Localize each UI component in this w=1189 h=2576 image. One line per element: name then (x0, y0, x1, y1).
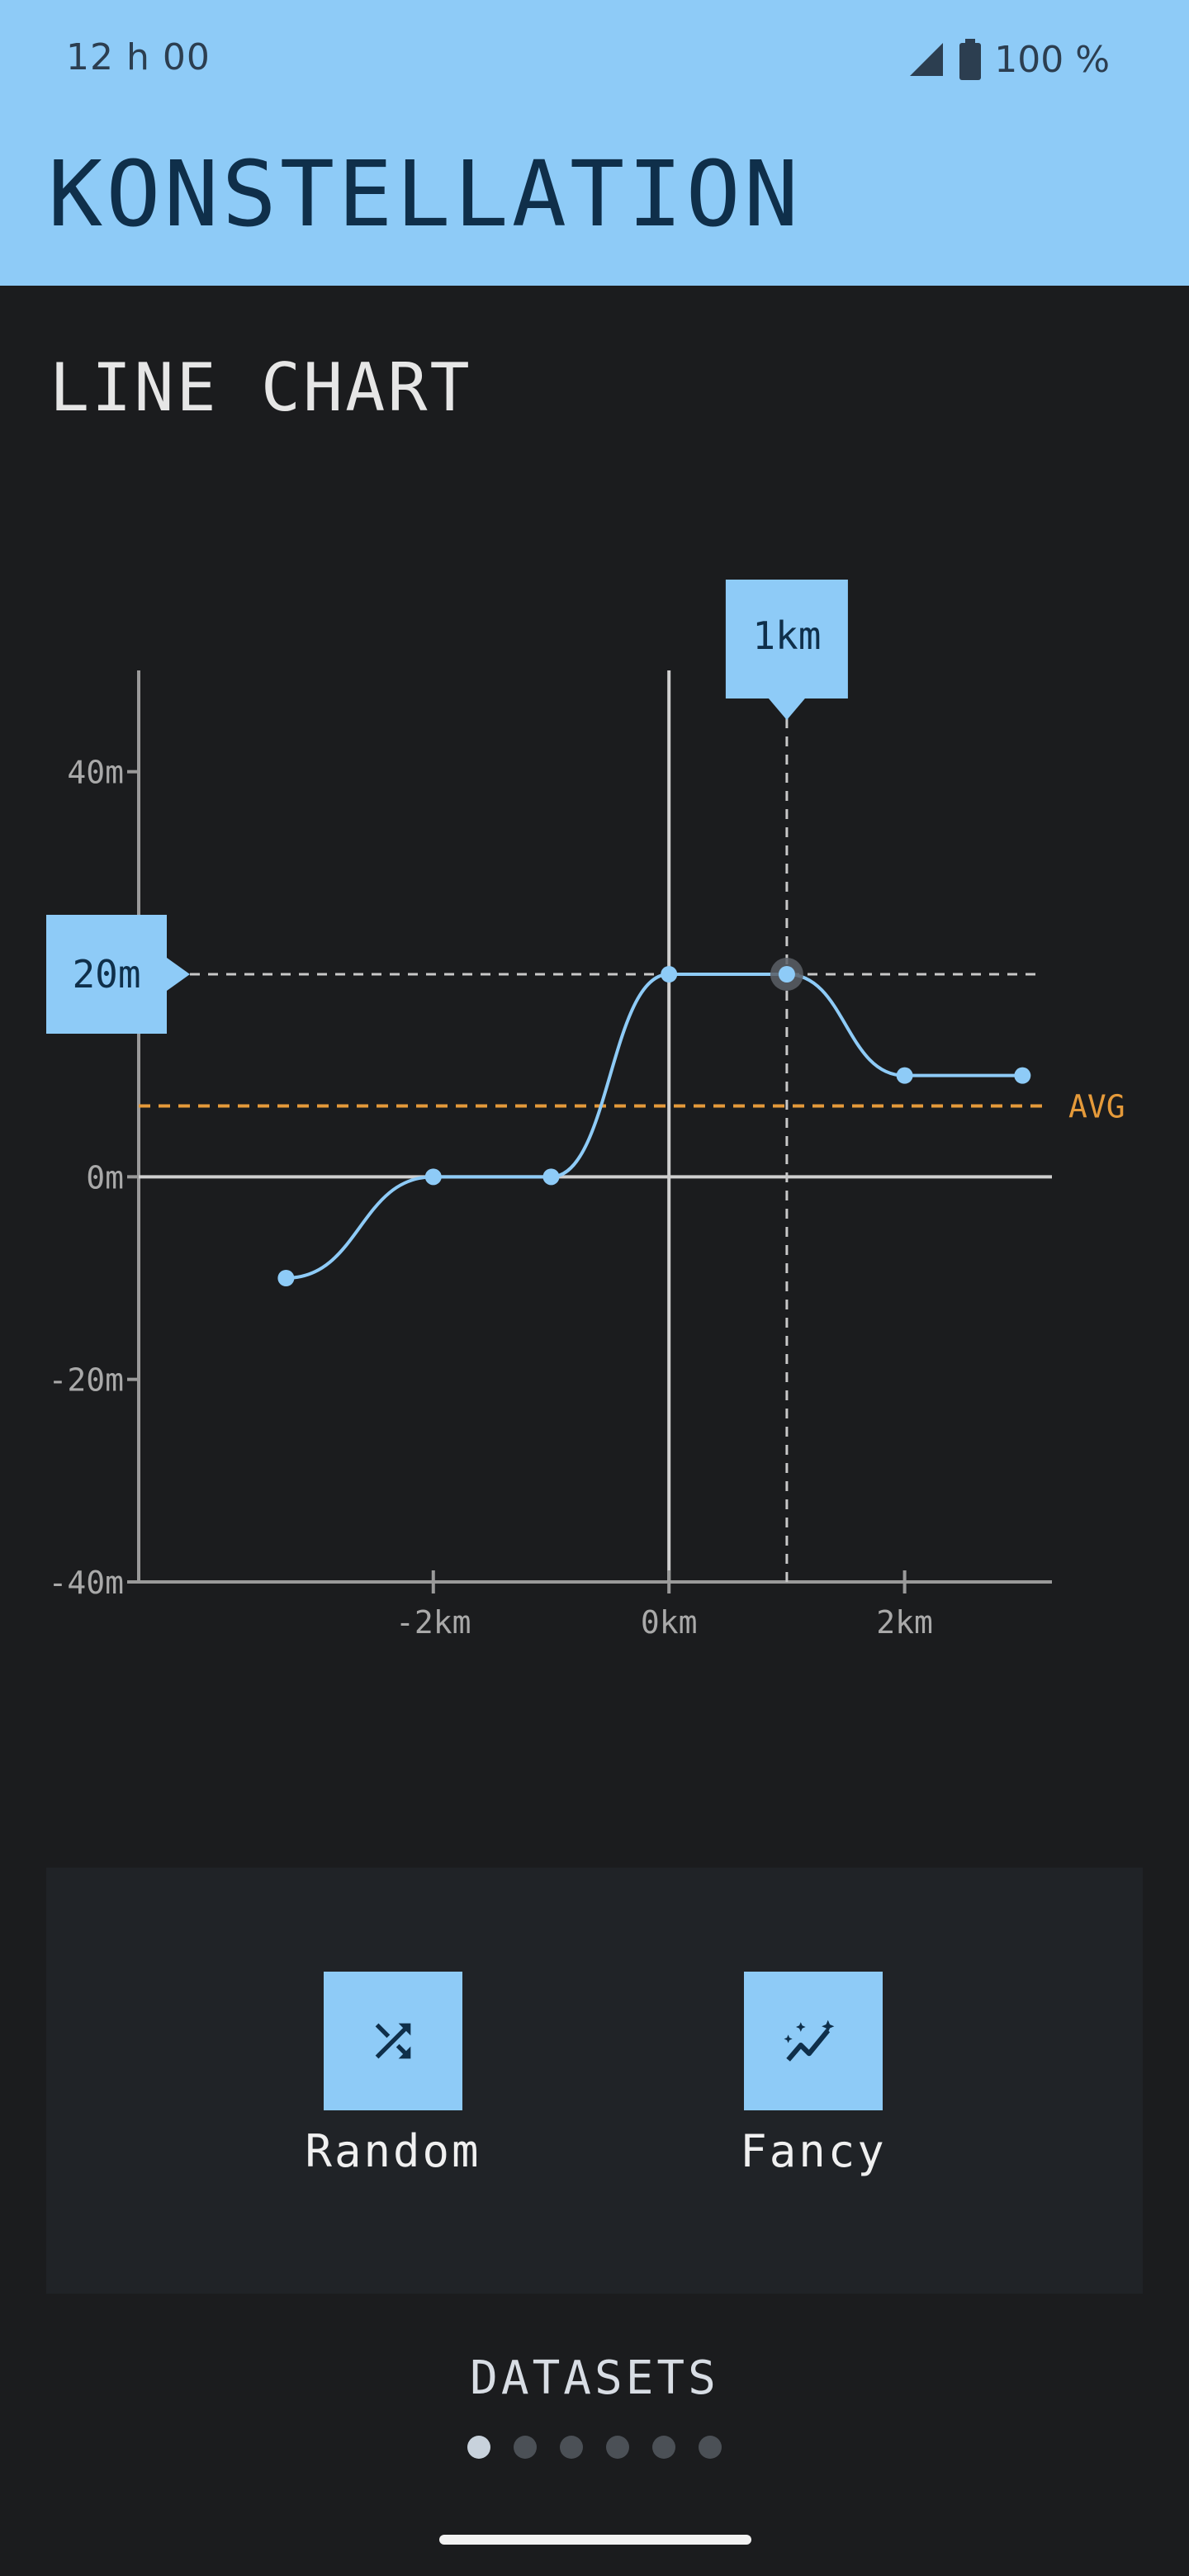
y-tick-label: 40m (67, 755, 124, 791)
app-bar: 12 h 00 100 % KONSTELLATION (0, 0, 1189, 286)
sparkle-chart-icon-tile[interactable] (744, 1972, 883, 2110)
data-point[interactable] (661, 966, 678, 983)
series-line (286, 972, 1023, 1280)
data-point[interactable] (424, 1168, 442, 1186)
status-time: 12 h 00 (66, 36, 211, 78)
sparkle-chart-icon (784, 2020, 835, 2062)
datasets-title: DATASETS (470, 2351, 719, 2405)
data-point[interactable] (778, 966, 795, 983)
page-dot[interactable] (699, 2436, 722, 2459)
x-tick-label: 0km (641, 1604, 698, 1641)
random-label: Random (305, 2125, 481, 2177)
x-marker-label: 1km (752, 613, 821, 658)
page-dot[interactable] (606, 2436, 629, 2459)
x-tick-label: 2km (876, 1604, 933, 1641)
battery-icon (959, 39, 982, 80)
shuffle-icon-tile[interactable] (324, 1972, 462, 2110)
y-tick-label: -20m (48, 1362, 124, 1399)
y-tick-label: -40m (48, 1565, 124, 1601)
datasets-panel: Random Fancy (46, 1868, 1143, 2294)
page-dot[interactable] (514, 2436, 537, 2459)
signal-icon (910, 43, 944, 76)
page-dot[interactable] (560, 2436, 583, 2459)
page-indicator[interactable] (0, 2436, 1189, 2459)
section-title: LINE CHART (50, 349, 472, 426)
battery-level: 100 % (994, 38, 1110, 81)
home-indicator[interactable] (439, 2535, 751, 2545)
random-dataset-button[interactable]: Random (277, 1972, 509, 2177)
page-dot[interactable] (652, 2436, 675, 2459)
y-marker-label: 20m (72, 952, 140, 997)
page-dot[interactable] (467, 2436, 490, 2459)
data-point[interactable] (542, 1168, 560, 1186)
y-tick-label: 0m (86, 1159, 124, 1196)
fancy-dataset-button[interactable]: Fancy (698, 1972, 929, 2177)
status-indicators: 100 % (907, 36, 1110, 83)
data-point[interactable] (896, 1067, 913, 1084)
shuffle-icon (375, 2023, 411, 2059)
app-title: KONSTELLATION (48, 141, 802, 247)
fancy-label: Fancy (740, 2125, 887, 2177)
data-point[interactable] (277, 1270, 295, 1286)
x-marker-badge (725, 580, 848, 720)
average-label: AVG (1068, 1088, 1125, 1125)
x-tick-label: -2km (396, 1604, 471, 1641)
y-marker-badge (46, 915, 190, 1034)
data-point[interactable] (1014, 1067, 1031, 1084)
